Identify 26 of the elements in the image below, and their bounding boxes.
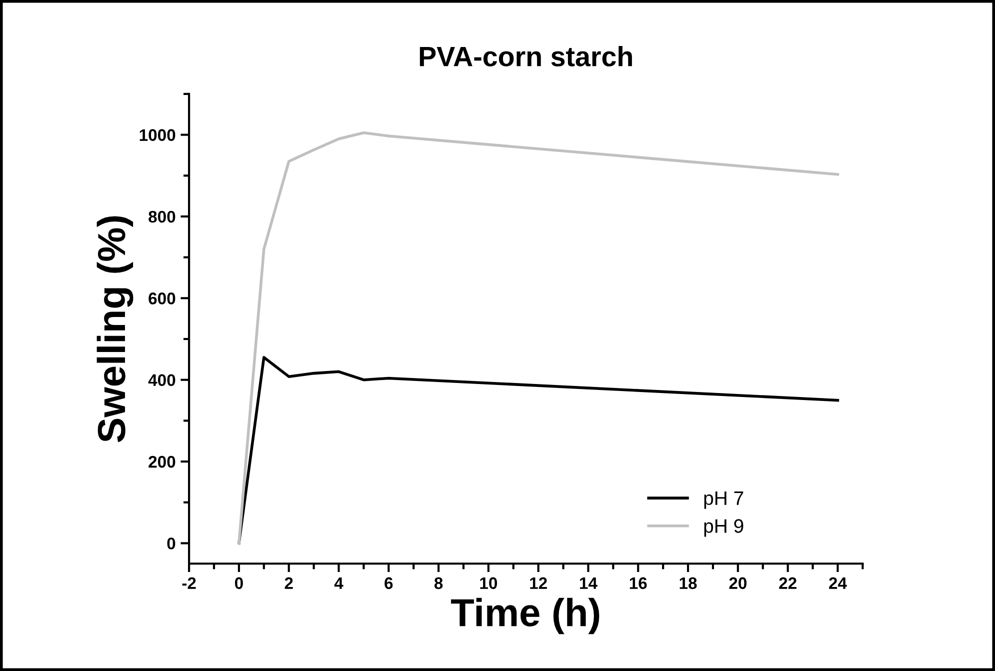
line-series: [238, 131, 840, 545]
x-tick-label: 22: [779, 577, 796, 589]
x-tick-label: 14: [580, 577, 598, 589]
x-tick-label: 0: [234, 577, 243, 590]
x-tick-label: 4: [334, 577, 344, 589]
x-axis-title: Time (h): [451, 598, 600, 634]
y-tick-label: 400: [148, 374, 176, 386]
y-tick-label: 0: [167, 538, 176, 550]
y-tick-label: 1000: [140, 129, 176, 141]
legend-label: pH 7: [704, 491, 744, 509]
x-tick-label: -2: [182, 577, 196, 589]
y-axis-title: Swelling (%): [96, 216, 134, 442]
chart-title: PVA-corn starch: [420, 46, 632, 66]
x-tick-label: 18: [680, 577, 697, 590]
x-tick-label: 16: [630, 577, 647, 590]
x-tick-label: 12: [530, 577, 547, 589]
y-tick-label: 600: [148, 292, 176, 304]
x-tick-label: 6: [384, 577, 393, 590]
x-tick-label: 24: [829, 577, 847, 589]
y-tick-label: 200: [148, 456, 176, 468]
x-tick-label: 20: [729, 577, 747, 590]
x-tick-label: 8: [434, 577, 443, 590]
legend-label: pH 9: [704, 519, 744, 537]
x-tick-label: 2: [284, 577, 293, 589]
y-tick-label: 800: [148, 210, 176, 223]
x-tick-label: 10: [480, 577, 498, 590]
